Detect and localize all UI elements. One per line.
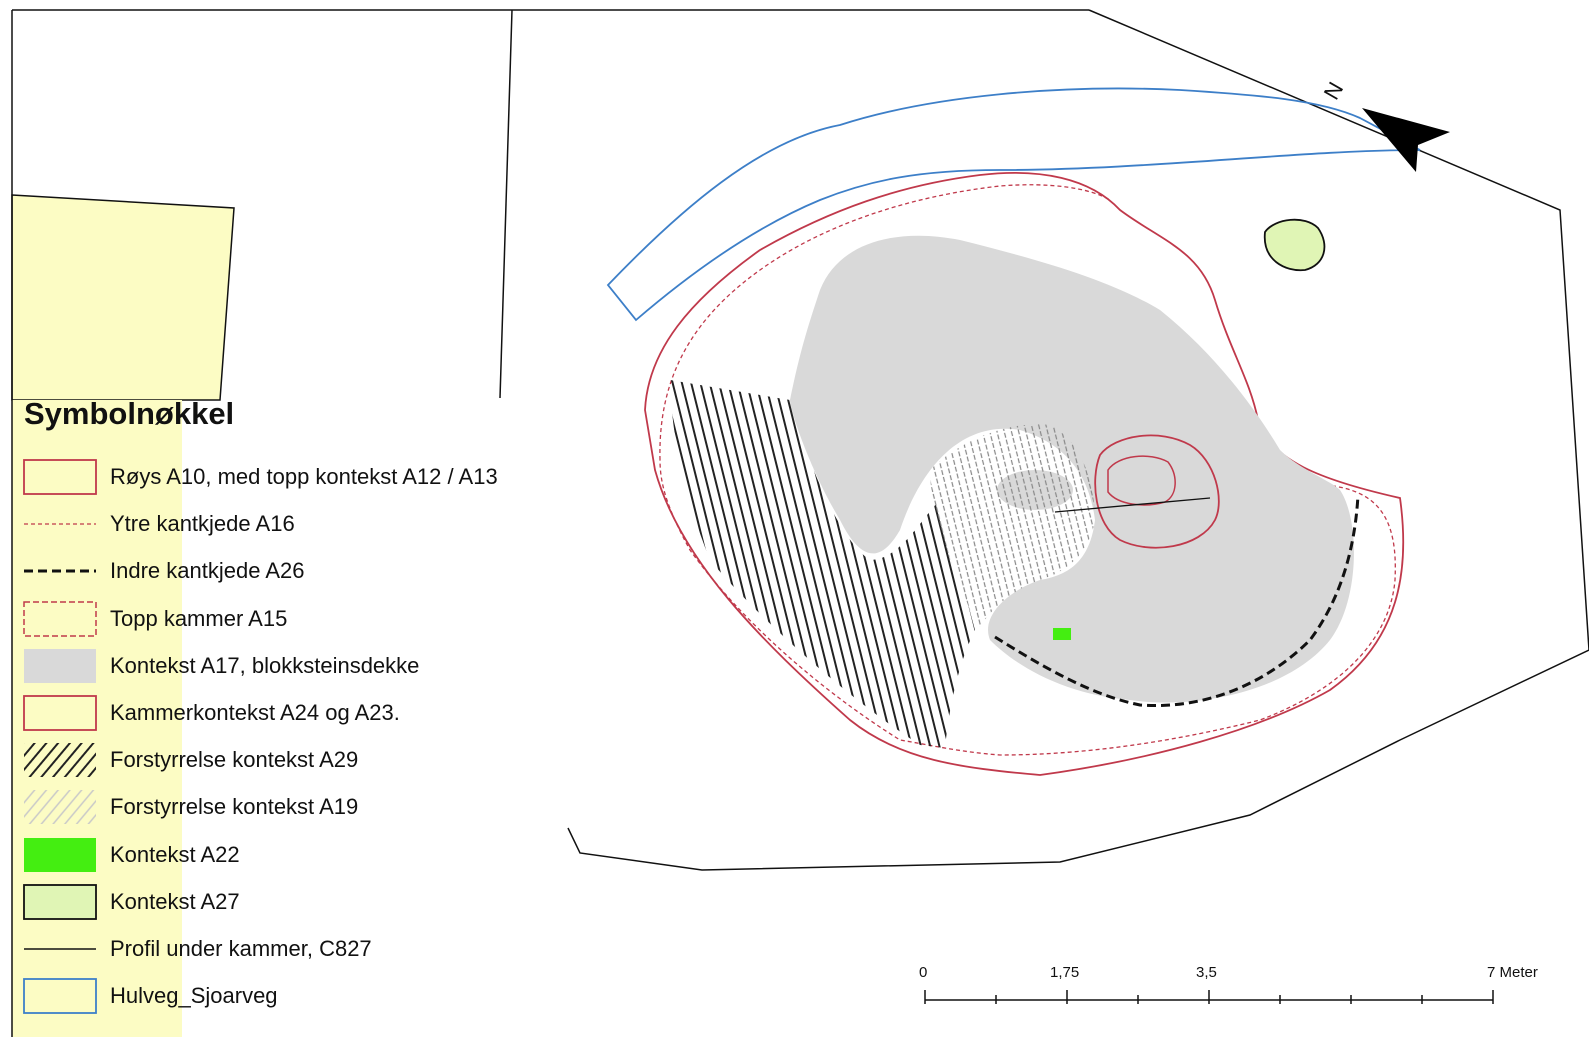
legend-label: Røys A10, med topp kontekst A12 / A13	[110, 464, 498, 489]
legend-label: Topp kammer A15	[110, 605, 288, 631]
legend-item-kammerkontekst: Kammerkontekst A24 og A23.	[22, 694, 582, 734]
profil-c827	[1054, 497, 1211, 513]
ytre-kantkjede-a16	[659, 184, 1396, 756]
legend-label: Forstyrrelse kontekst A29	[110, 747, 359, 773]
kammerkontekst-a24-a23	[1094, 434, 1220, 549]
legend-label: Ytre kantkjede A16	[110, 511, 295, 537]
legend-symbol	[23, 883, 97, 920]
legend-symbol	[23, 978, 97, 1015]
vertical-boundary	[499, 9, 513, 399]
north-arrow-icon	[1362, 108, 1450, 172]
kontekst-a17-fill	[790, 235, 1354, 703]
legend-item-forstyrrelse-a19: Forstyrrelse kontekst A19	[22, 788, 582, 828]
legend-item-kontekst-a27: Kontekst A27	[22, 883, 582, 923]
legend-symbol	[24, 790, 96, 825]
legend-label: Indre kantkjede A26	[110, 558, 305, 584]
yellow-parcel-strip	[12, 400, 182, 1037]
scale-label-0: 0	[919, 964, 928, 981]
legend-symbol	[23, 459, 97, 495]
scale-label-1: 1,75	[1050, 964, 1080, 981]
legend-item-kontekst-a17: Kontekst A17, blokksteinsdekke	[22, 647, 582, 687]
legend-item-roys-a10: Røys A10, med topp kontekst A12 / A13	[22, 458, 582, 498]
roys-a10-outline	[644, 172, 1405, 776]
legend-symbol	[24, 743, 96, 778]
parcel-boundary-bottom	[567, 649, 1589, 871]
legend-label: Kontekst A22	[110, 841, 240, 867]
legend-item-profil: Profil under kammer, C827	[22, 930, 582, 970]
legend-item-kontekst-a22: Kontekst A22	[22, 836, 582, 876]
legend-item-forstyrrelse-a29: Forstyrrelse kontekst A29	[22, 741, 582, 781]
legend-symbol	[23, 600, 97, 637]
legend-symbol	[24, 648, 96, 683]
legend-item-ytre-kantkjede: Ytre kantkjede A16	[22, 505, 582, 545]
legend-label: Profil under kammer, C827	[110, 936, 372, 961]
legend-item-indre-kantkjede: Indre kantkjede A26	[22, 552, 582, 592]
legend-label: Hulveg_Sjoarveg	[110, 983, 278, 1009]
legend-symbol	[24, 837, 96, 872]
legend-item-topp-kammer: Topp kammer A15	[22, 600, 582, 640]
kontekst-a27	[1264, 218, 1326, 272]
legend-label: Forstyrrelse kontekst A19	[110, 794, 359, 820]
legend-symbol	[23, 695, 97, 731]
legend-item-hulveg: Hulveg_Sjoarveg	[22, 977, 582, 1017]
legend-symbol	[24, 523, 96, 525]
yellow-parcel	[11, 194, 235, 401]
legend-symbol	[24, 948, 96, 950]
kontekst-a22	[1053, 628, 1071, 640]
scale-bar	[924, 990, 1494, 1004]
legend-label: Kontekst A17, blokksteinsdekke	[110, 652, 420, 678]
forstyrrelse-a29	[670, 380, 975, 748]
topp-kammer-a15	[1107, 455, 1176, 506]
legend-label: Kammerkontekst A24 og A23.	[110, 700, 400, 725]
parcel-boundary-right	[1088, 9, 1589, 651]
legend-label: Kontekst A27	[110, 888, 240, 914]
legend-symbol	[24, 569, 96, 573]
scale-label-2: 3,5	[1196, 964, 1217, 981]
forstyrrelse-a19	[930, 424, 1095, 630]
scale-label-3: 7 Meter	[1487, 964, 1538, 981]
legend-title: Symbolnøkkel	[24, 396, 235, 431]
indre-kantkjede-a26	[994, 494, 1360, 708]
